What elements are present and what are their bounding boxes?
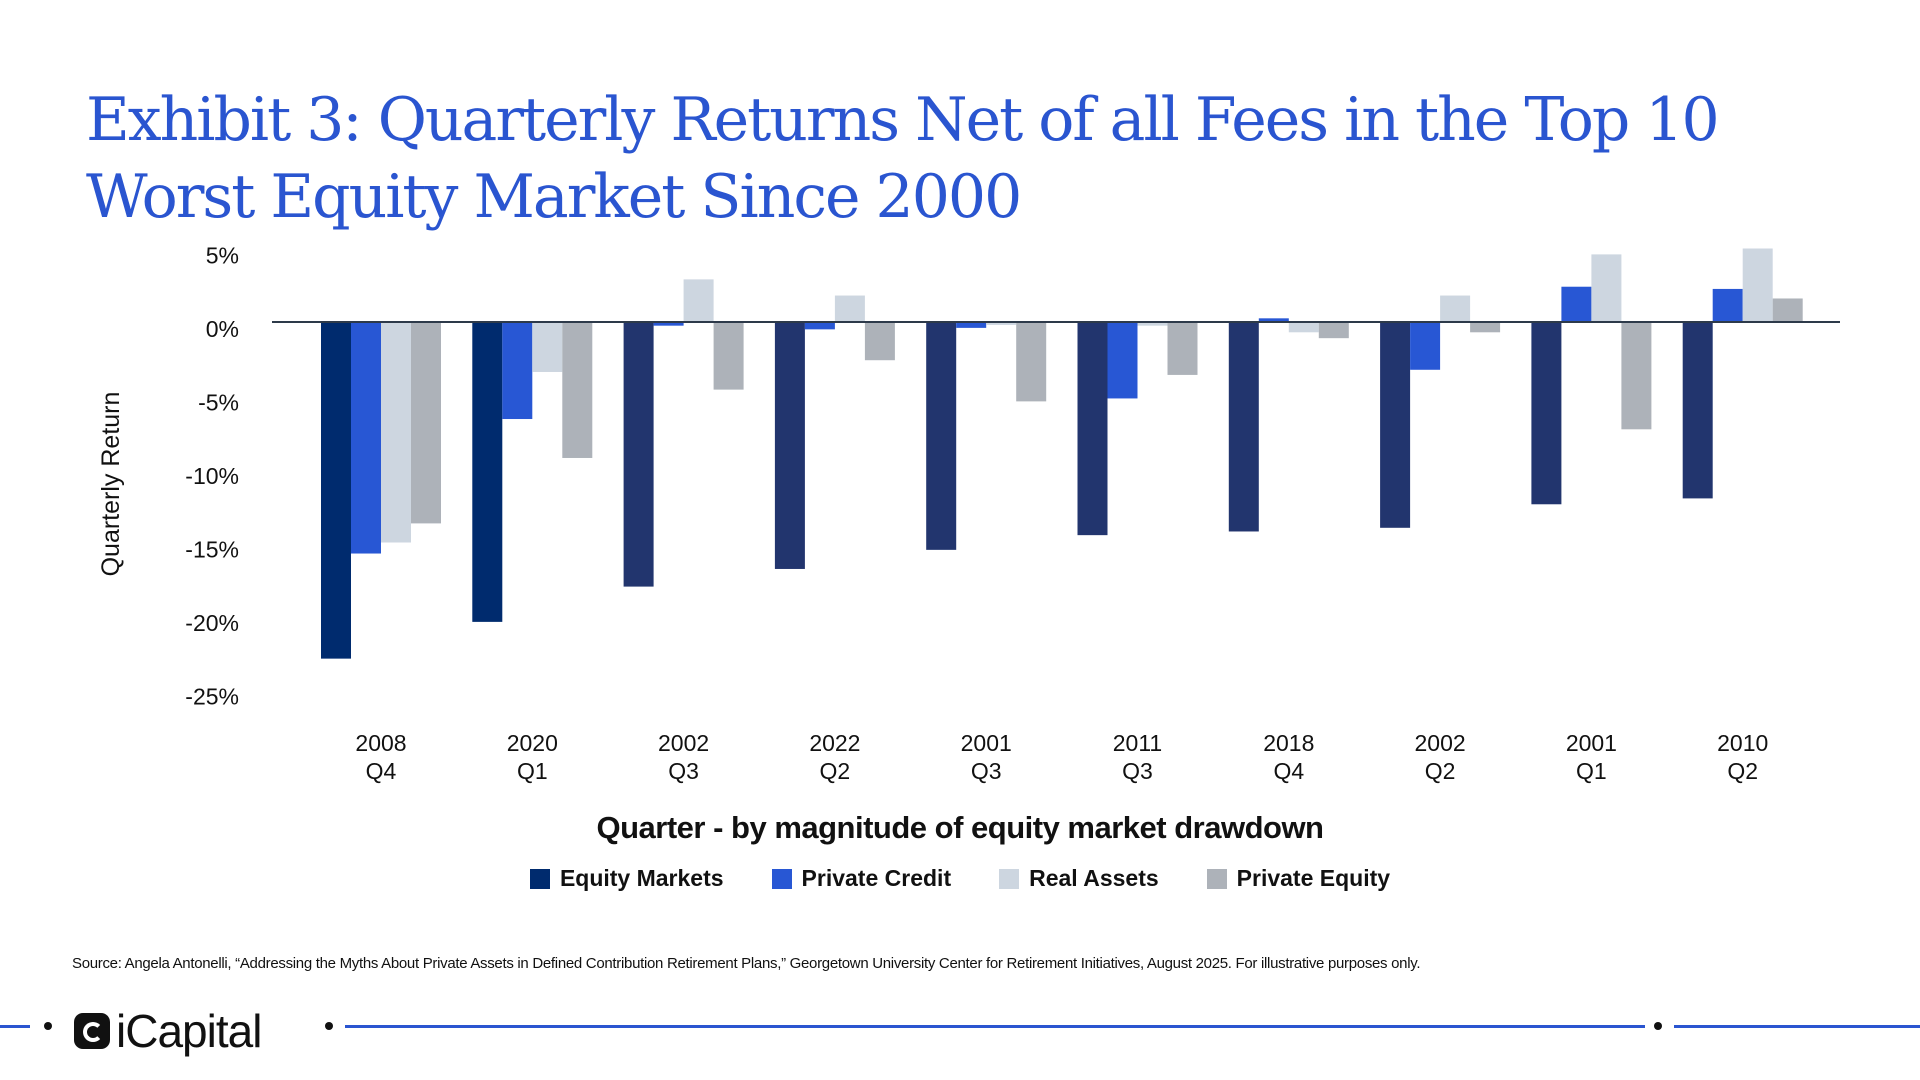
bar-real-assets-2018-q4 [1288,322,1319,333]
legend-item-private-equity: Private Equity [1206,865,1391,892]
y-tick-label: -5% [198,390,239,416]
bar-private-equity-2001-q3 [1016,322,1047,402]
x-axis-title: Quarter - by magnitude of equity market … [596,810,1325,845]
bar-real-assets-2011-q3 [1137,322,1168,326]
x-tick-label: 2001 Q3 [961,730,1012,784]
x-tick-label: 2001 Q1 [1566,730,1617,784]
legend-item-equity-markets: Equity Markets [529,865,724,892]
bar-private-equity-2010-q2 [1772,298,1803,322]
bar-equity-markets-2022-q2 [774,322,805,569]
icapital-logo: iCapital [74,1004,262,1058]
legend-swatch [529,868,550,889]
x-tick-label: 2008 Q4 [355,730,406,784]
bar-private-equity-2020-q1 [562,322,593,458]
bar-private-credit-2002-q2 [1410,322,1441,370]
legend-label: Private Credit [801,865,952,891]
legend-label: Private Equity [1236,865,1391,891]
footer-dot [44,1022,52,1030]
x-tick-label: 2010 Q2 [1717,730,1768,784]
bar-private-credit-2001-q1 [1561,286,1592,322]
footer-divider [1674,1025,1920,1028]
legend-swatch [1206,868,1227,889]
bar-private-credit-2010-q2 [1712,288,1743,322]
x-tick-label: 2002 Q3 [658,730,709,784]
legend-item-real-assets: Real Assets [999,865,1159,892]
bar-equity-markets-2011-q3 [1077,322,1108,536]
y-tick-label: 0% [206,316,239,342]
footer-divider [0,1025,30,1028]
bar-private-credit-2011-q3 [1107,322,1138,399]
bar-equity-markets-2018-q4 [1228,322,1259,532]
bar-private-equity-2008-q4 [411,322,441,524]
bar-real-assets-2001-q3 [986,322,1017,325]
bar-real-assets-2002-q3 [683,279,714,322]
x-tick-label: 2002 Q2 [1415,730,1466,784]
source-note: Source: Angela Antonelli, “Addressing th… [72,955,1421,972]
chart-title: Exhibit 3: Quarterly Returns Net of all … [86,85,1720,232]
bar-equity-markets-2020-q1 [472,322,503,622]
bar-private-equity-2001-q1 [1621,322,1652,430]
bar-equity-markets-2002-q2 [1380,322,1411,528]
y-axis-title: Quarterly Return [97,392,125,577]
y-tick-label: -20% [185,610,239,636]
bar-real-assets-2001-q1 [1591,254,1622,322]
bar-private-credit-2018-q4 [1258,318,1289,322]
bar-private-equity-2002-q2 [1470,322,1501,333]
legend-swatch [771,868,792,889]
bar-real-assets-2022-q2 [834,295,865,322]
icapital-logo-icon [74,1013,110,1049]
footer-dot [1654,1022,1662,1030]
bar-private-equity-2011-q3 [1167,322,1198,375]
bar-equity-markets-2010-q2 [1682,322,1713,499]
bar-equity-markets-2001-q1 [1531,322,1562,505]
bar-private-credit-2022-q2 [804,322,835,330]
bar-real-assets-2002-q2 [1440,295,1471,322]
legend-label: Real Assets [1029,865,1159,891]
y-axis-ticks: 5% 0% -5% -10% -15% -20% -25% [185,243,239,710]
x-tick-label: 2011 Q3 [1113,730,1162,784]
logo-text: iCapital [116,1005,262,1057]
bar-real-assets-2010-q2 [1742,248,1773,322]
x-tick-label: 2018 Q4 [1263,730,1314,784]
x-tick-label: 2020 Q1 [507,730,558,784]
bar-private-equity-2022-q2 [864,322,895,361]
legend-swatch [999,868,1020,889]
bar-private-credit-2002-q3 [653,322,684,326]
x-axis-ticks: 2008 Q4 2020 Q1 2002 Q3 2022 Q2 2001 Q3 2011 Q3 2018… [355,730,1768,784]
bar-equity-markets-2008-q4 [321,322,351,659]
bar-private-credit-2008-q4 [351,322,381,554]
legend-item-private-credit: Private Credit [771,865,952,892]
legend-label: Equity Markets [559,865,724,891]
bar-private-equity-2018-q4 [1318,322,1349,339]
x-tick-label: 2022 Q2 [809,730,860,784]
footer-dot [325,1022,333,1030]
y-tick-label: 5% [206,243,239,269]
legend: Equity Markets Private Credit Real Asset… [0,865,1920,892]
bar-private-credit-2001-q3 [956,322,987,328]
bars [321,248,1803,659]
y-tick-label: -15% [185,537,239,563]
bar-equity-markets-2002-q3 [623,322,654,587]
bar-equity-markets-2001-q3 [926,322,957,550]
y-tick-label: -25% [185,684,239,710]
bar-real-assets-2008-q4 [381,322,411,543]
bar-real-assets-2020-q1 [532,322,563,372]
bar-private-credit-2020-q1 [502,322,533,420]
footer-divider [345,1025,1645,1028]
bar-private-equity-2002-q3 [713,322,744,390]
y-tick-label: -10% [185,463,239,489]
